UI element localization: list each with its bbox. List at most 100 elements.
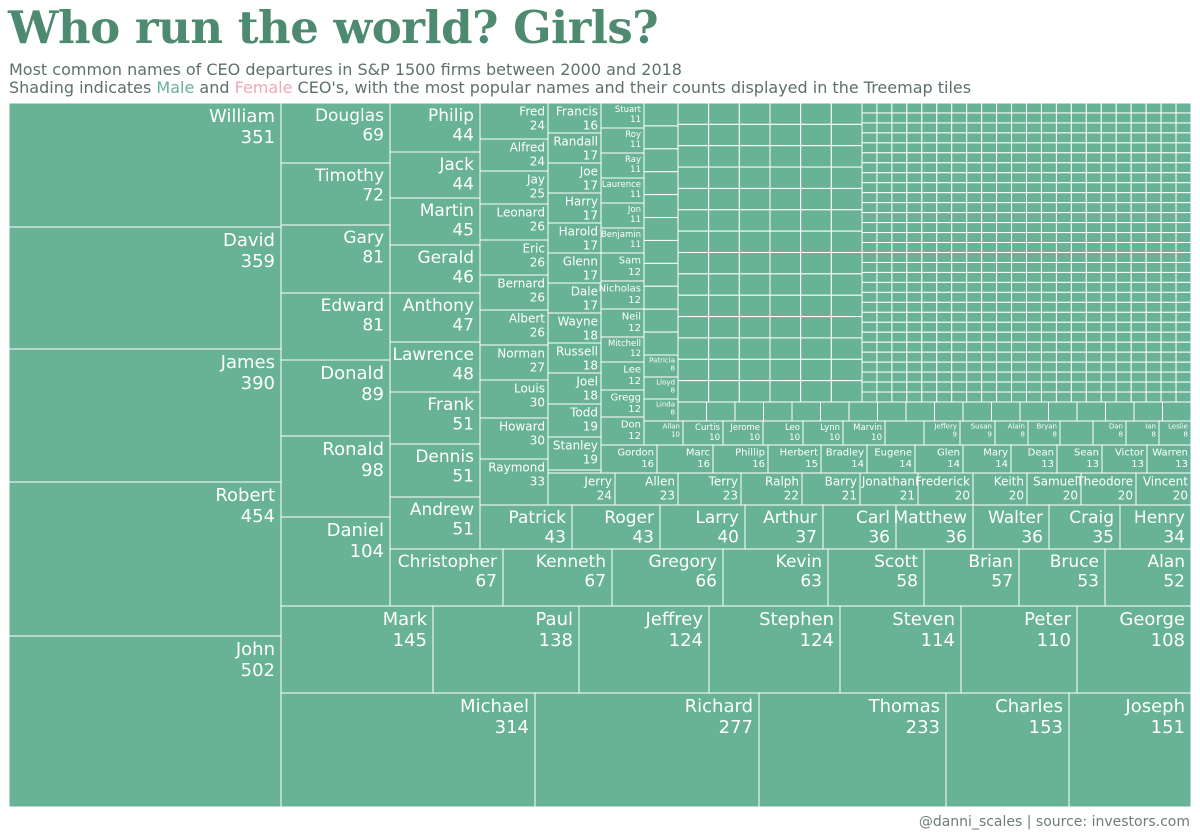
treemap-unlabeled-tile [643, 262, 679, 287]
treemap-unlabeled-tile [966, 291, 983, 303]
treemap-unlabeled-tile [981, 192, 998, 204]
tile-label-value: 8 [1053, 431, 1057, 439]
treemap-unlabeled-tile [936, 152, 953, 164]
treemap-unlabeled-tile [891, 281, 908, 293]
treemap-unlabeled-tile [1100, 351, 1117, 363]
treemap-unlabeled-tile [1175, 142, 1192, 154]
treemap-unlabeled-tile [921, 132, 938, 144]
treemap-unlabeled-tile [891, 102, 908, 114]
treemap-unlabeled-tile [1100, 252, 1117, 263]
treemap-tile-bryan [1027, 420, 1061, 446]
treemap-unlabeled-tile [769, 209, 802, 232]
treemap-unlabeled-tile [966, 381, 983, 393]
treemap-unlabeled-tile [891, 242, 908, 254]
treemap-unlabeled-tile [1026, 172, 1042, 184]
tile-label-value: 67 [584, 572, 606, 592]
treemap-unlabeled-tile [1175, 321, 1192, 333]
treemap-unlabeled-tile [1130, 301, 1147, 313]
tile-label-name: Raymond [488, 461, 545, 475]
tile-label-name: Francis [556, 105, 598, 119]
treemap-unlabeled-tile [891, 301, 908, 313]
treemap-unlabeled-tile [906, 162, 923, 174]
treemap-unlabeled-tile [708, 273, 740, 296]
treemap-unlabeled-tile [981, 301, 998, 313]
treemap-tile-philip [389, 102, 481, 153]
tile-label-name: Frederick [915, 475, 970, 489]
treemap-unlabeled-tile [800, 166, 832, 189]
treemap-unlabeled-tile [996, 391, 1013, 403]
treemap-unlabeled-tile [1040, 361, 1057, 373]
treemap-unlabeled-tile [996, 232, 1013, 244]
treemap-unlabeled-tile [1175, 222, 1192, 234]
treemap-unlabeled-tile [951, 172, 968, 184]
tile-label-value: 12 [630, 349, 641, 359]
treemap-unlabeled-tile [791, 401, 821, 422]
tile-label-value: 16 [641, 459, 654, 470]
treemap-unlabeled-tile [996, 371, 1013, 383]
treemap-unlabeled-tile [769, 380, 802, 403]
treemap-unlabeled-tile [1175, 132, 1192, 144]
treemap-unlabeled-tile [677, 230, 710, 253]
treemap-unlabeled-tile [1130, 112, 1147, 124]
treemap-unlabeled-tile [1145, 132, 1162, 144]
treemap-unlabeled-tile [1085, 381, 1102, 393]
treemap-unlabeled-tile [966, 261, 983, 273]
treemap-tile-donald [280, 359, 391, 437]
treemap-unlabeled-tile [1011, 142, 1028, 154]
treemap-unlabeled-tile [1055, 172, 1072, 184]
treemap-unlabeled-tile [876, 102, 893, 114]
tile-label-value: 14 [851, 459, 864, 470]
treemap-unlabeled-tile [677, 187, 710, 211]
treemap-unlabeled-tile [966, 252, 983, 263]
treemap-unlabeled-tile [830, 252, 863, 275]
treemap-unlabeled-tile [861, 242, 878, 254]
tile-label-value: 145 [393, 630, 427, 651]
treemap-unlabeled-tile [1055, 192, 1072, 204]
treemap-unlabeled-tile [1130, 331, 1147, 343]
treemap-unlabeled-tile [830, 102, 863, 125]
tile-label-value: 57 [991, 572, 1013, 592]
tile-label-value: 43 [632, 528, 654, 548]
tile-label-name: Jerome [729, 423, 760, 433]
treemap-tile-michael [280, 692, 536, 808]
treemap-unlabeled-tile [876, 341, 893, 353]
tile-label-name: Allan [663, 422, 680, 430]
treemap-unlabeled-tile [1175, 351, 1192, 363]
treemap-unlabeled-tile [906, 222, 923, 234]
treemap-unlabeled-tile [769, 252, 802, 275]
treemap-unlabeled-tile [906, 172, 923, 184]
treemap-unlabeled-tile [966, 172, 983, 184]
treemap-unlabeled-tile [906, 252, 923, 263]
tile-label-value: 8 [1119, 431, 1123, 439]
treemap-unlabeled-tile [996, 361, 1013, 373]
tile-label-value: 114 [921, 630, 955, 651]
treemap-unlabeled-tile [981, 271, 998, 283]
treemap-unlabeled-tile [769, 358, 802, 382]
treemap-unlabeled-tile [1160, 172, 1177, 184]
tile-label-name: Stephen [759, 609, 834, 630]
tile-label-value: 81 [362, 248, 384, 268]
tile-label-name: Charles [995, 696, 1063, 717]
treemap-unlabeled-tile [951, 102, 968, 114]
treemap-unlabeled-tile [1070, 361, 1087, 373]
tile-label-name: Leonard [497, 206, 546, 220]
treemap-unlabeled-tile [1160, 361, 1177, 373]
tile-label-value: 22 [784, 489, 799, 503]
treemap-unlabeled-tile [936, 122, 953, 134]
treemap-unlabeled-tile [1160, 261, 1177, 273]
treemap-unlabeled-tile [1070, 331, 1087, 343]
treemap-unlabeled-tile [1100, 192, 1117, 204]
treemap-unlabeled-tile [861, 291, 878, 303]
tile-label-value: 21 [900, 489, 915, 503]
treemap-unlabeled-tile [1070, 271, 1087, 283]
treemap-unlabeled-tile [951, 232, 968, 244]
treemap-unlabeled-tile [800, 102, 832, 125]
treemap-unlabeled-tile [951, 182, 968, 194]
treemap-unlabeled-tile [1040, 311, 1057, 323]
tile-label-name: Vincent [1143, 475, 1188, 489]
treemap-unlabeled-tile [936, 212, 953, 224]
treemap-unlabeled-tile [1115, 112, 1132, 124]
tile-label-value: 8 [1021, 431, 1025, 439]
treemap-unlabeled-tile [906, 132, 923, 144]
treemap-unlabeled-tile [1130, 311, 1147, 323]
